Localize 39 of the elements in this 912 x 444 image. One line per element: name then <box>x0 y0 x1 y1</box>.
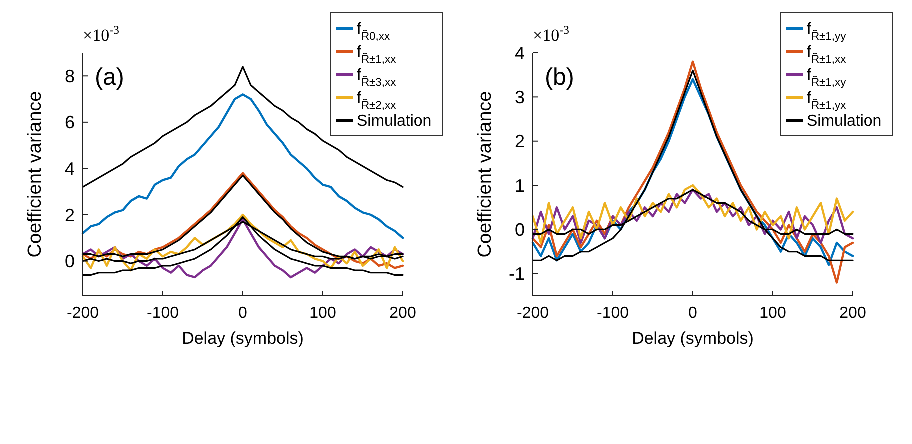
y-axis-title: Coefficient variance <box>25 91 46 258</box>
y-tick-label: 0 <box>64 252 75 272</box>
y-tick-label: 6 <box>64 112 75 133</box>
x-tick-label: 0 <box>238 305 248 322</box>
legend-label: f$_{R̃±2,xx}$ <box>357 90 397 112</box>
x-tick-label: -100 <box>146 305 180 322</box>
x-tick-label: -200 <box>66 305 100 322</box>
annotation: (b) <box>545 64 574 91</box>
x-axis-title: Delay (symbols) <box>182 329 304 348</box>
x-tick-label: 200 <box>840 305 866 322</box>
legend-label: f$_{R̃±3,xx}$ <box>357 67 397 89</box>
x-tick-label: -100 <box>596 305 630 322</box>
legend-label: f$_{R̃0,xx}$ <box>357 21 390 43</box>
legend-label: Simulation <box>807 113 882 130</box>
legend-label: f$_{R̃±1,xy}$ <box>807 67 847 89</box>
x-tick-label: 100 <box>310 305 336 322</box>
y-axis-title: Coefficient variance <box>475 91 496 258</box>
legend-label: f$_{R̃±1,yy}$ <box>807 21 847 43</box>
x-axis-title: Delay (symbols) <box>632 329 754 348</box>
y-tick-label: 8 <box>64 66 75 86</box>
y-tick-label: -1 <box>508 264 525 284</box>
y-tick-label: 0 <box>514 220 525 240</box>
y-tick-label: 3 <box>514 87 525 108</box>
legend-label: f$_{R̃±1,xx}$ <box>807 44 847 66</box>
y-tick-label: 4 <box>64 159 75 180</box>
text: ×10$^{-3}$ <box>533 23 570 45</box>
x-tick-label: -200 <box>516 305 550 322</box>
legend-label: f$_{R̃±1,xx}$ <box>357 44 397 66</box>
x-tick-label: 0 <box>688 305 698 322</box>
legend-label: f$_{R̃±1,yx}$ <box>807 90 847 112</box>
text: ×10$^{-3}$ <box>83 23 120 45</box>
y-tick-label: 4 <box>514 43 525 64</box>
y-tick-label: 2 <box>64 205 75 226</box>
x-tick-label: 200 <box>390 305 416 322</box>
x-tick-label: 100 <box>760 305 786 322</box>
annotation: (a) <box>95 64 124 91</box>
legend-label: Simulation <box>357 113 432 130</box>
y-tick-label: 2 <box>514 132 525 152</box>
y-tick-label: 1 <box>514 176 525 196</box>
